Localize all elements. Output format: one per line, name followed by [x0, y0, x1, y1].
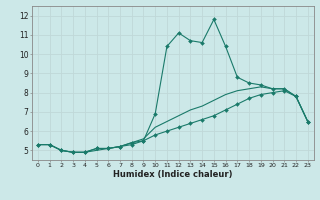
X-axis label: Humidex (Indice chaleur): Humidex (Indice chaleur): [113, 170, 233, 179]
